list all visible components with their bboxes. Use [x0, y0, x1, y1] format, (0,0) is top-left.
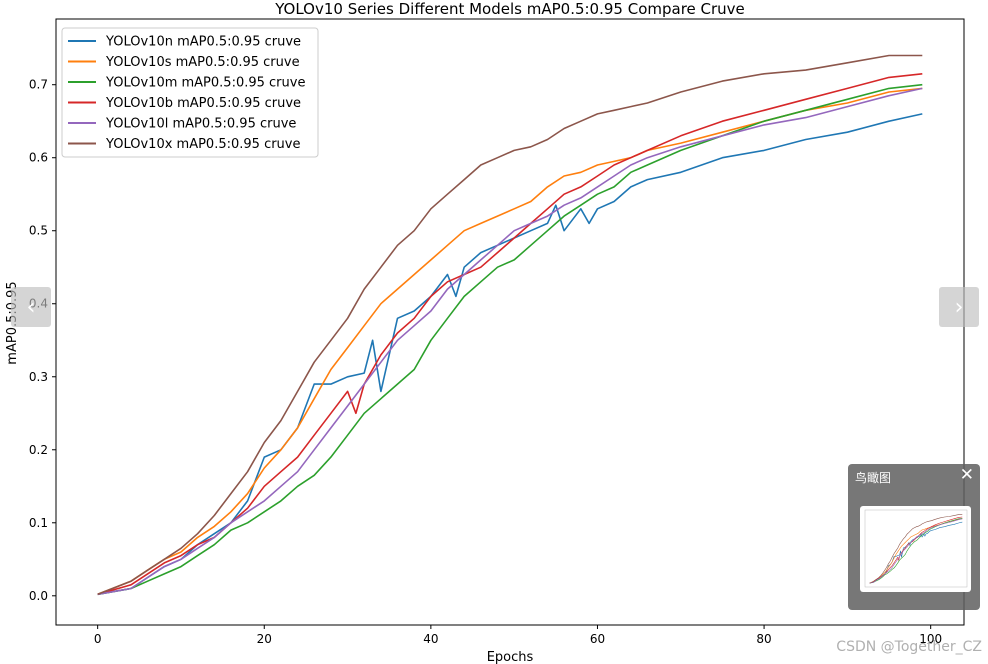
chart-title: YOLOv10 Series Different Models mAP0.5:0…	[274, 0, 745, 18]
series-line	[97, 54, 923, 596]
overview-title: 鸟瞰图	[855, 471, 892, 485]
watermark: CSDN @Together_CZ	[836, 639, 982, 655]
legend-label: YOLOv10n mAP0.5:0.95 cruve	[105, 35, 301, 50]
series-line	[97, 87, 923, 596]
y-tick-label: 0.5	[29, 224, 48, 238]
y-tick-label: 0.0	[29, 589, 48, 603]
thumbnail-lines	[869, 514, 963, 584]
x-tick-label: 0	[94, 632, 102, 646]
y-tick-label: 0.6	[29, 151, 48, 165]
y-tick-label: 0.7	[29, 78, 48, 92]
thumbnail-series-line	[869, 518, 963, 584]
legend-label: YOLOv10x mAP0.5:0.95 cruve	[105, 137, 301, 152]
x-tick-label: 20	[257, 632, 272, 646]
chevron-left-icon: ‹	[26, 294, 36, 320]
thumbnail-series-line	[869, 514, 963, 584]
legend-label: YOLOv10m mAP0.5:0.95 cruve	[105, 76, 305, 91]
x-tick-label: 40	[423, 632, 438, 646]
plot-area: 0204060801000.00.10.20.30.40.50.60.7YOLO…	[29, 18, 965, 646]
y-tick-label: 0.2	[29, 443, 48, 457]
y-tick-label: 0.1	[29, 516, 48, 530]
x-axis-label: Epochs	[487, 650, 534, 664]
legend-label: YOLOv10l mAP0.5:0.95 cruve	[105, 117, 296, 132]
series-line	[97, 83, 923, 596]
next-image-button[interactable]: ›	[939, 287, 979, 327]
overview-thumbnail[interactable]	[860, 506, 971, 592]
x-tick-label: 100	[919, 632, 942, 646]
y-tick-label: 0.3	[29, 370, 48, 384]
x-tick-label: 60	[590, 632, 605, 646]
legend-box	[61, 27, 319, 158]
thumbnail-series-line	[869, 518, 963, 584]
thumbnail-chart	[864, 509, 968, 588]
series-line	[97, 87, 923, 596]
previous-image-button[interactable]: ‹	[11, 287, 51, 327]
chevron-right-icon: ›	[954, 294, 964, 320]
thumbnail-series-line	[869, 518, 963, 584]
legend-label: YOLOv10s mAP0.5:0.95 cruve	[105, 55, 300, 70]
close-icon[interactable]: ✕	[959, 465, 974, 485]
legend-label: YOLOv10b mAP0.5:0.95 cruve	[105, 96, 301, 111]
overview-panel: 鸟瞰图 ✕	[848, 464, 980, 610]
x-tick-label: 80	[756, 632, 771, 646]
